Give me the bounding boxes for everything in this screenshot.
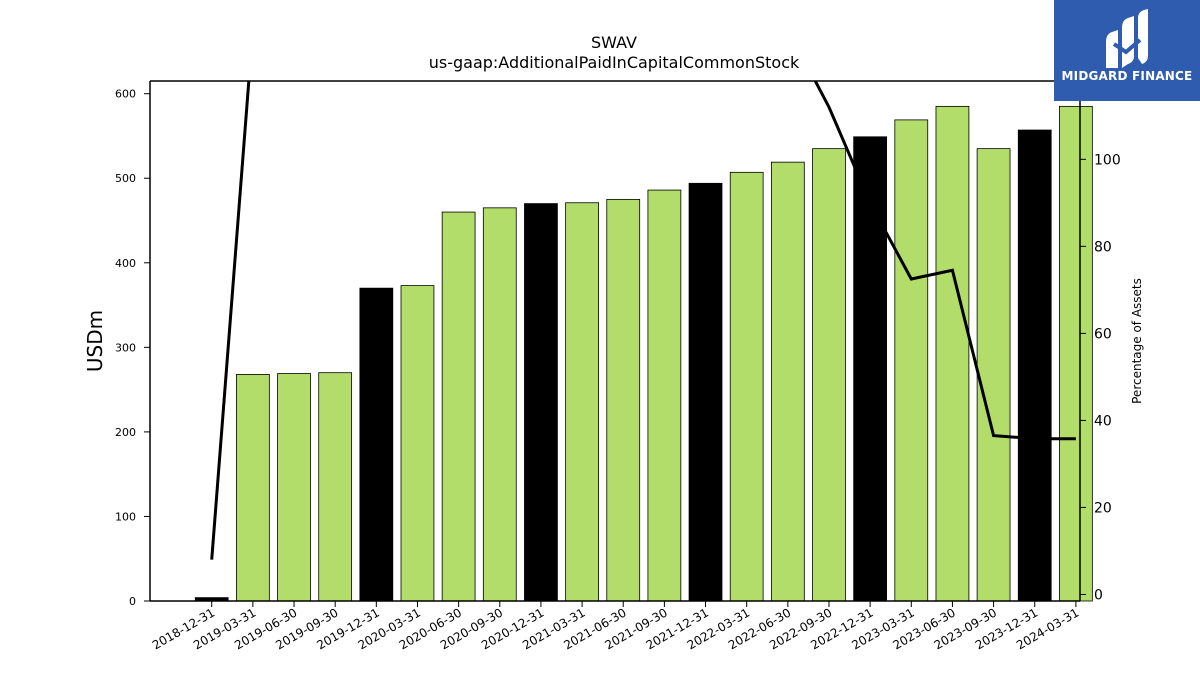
midgard-logo-icon bbox=[1106, 9, 1148, 68]
y2-tick-label: 60 bbox=[1094, 326, 1112, 342]
y-tick-label: 500 bbox=[115, 172, 136, 185]
brand-logo: MIDGARD FINANCE bbox=[1054, 0, 1200, 101]
right-axis-ticks: 0 20 40 60 80 100 bbox=[1080, 152, 1121, 603]
y-tick-label: 0 bbox=[129, 595, 136, 608]
percentage-line-path bbox=[210, 81, 1076, 560]
bar-2021-12-31 bbox=[688, 182, 723, 602]
y2-tick-label: 80 bbox=[1094, 239, 1112, 255]
y2-tick-label: 0 bbox=[1094, 587, 1103, 603]
bar-2023-12-31 bbox=[1017, 129, 1052, 602]
bar-2023-03-31 bbox=[894, 119, 929, 602]
brand-name: MIDGARD FINANCE bbox=[1061, 69, 1193, 83]
y2-axis-label: Percentage of Assets bbox=[1130, 278, 1144, 404]
bar-2022-03-31 bbox=[729, 171, 764, 602]
bar-2024-03-31 bbox=[1059, 105, 1093, 602]
bar-2021-03-31 bbox=[565, 202, 599, 602]
bar-2021-06-30 bbox=[606, 198, 641, 602]
y-tick-label: 400 bbox=[115, 257, 136, 270]
y2-tick-label: 100 bbox=[1094, 152, 1121, 168]
y-tick-label: 200 bbox=[115, 426, 136, 439]
bar-2019-12-31 bbox=[359, 287, 394, 602]
bar-2020-12-31 bbox=[524, 203, 558, 602]
chart-subtitle: us-gaap:AdditionalPaidInCapitalCommonSto… bbox=[429, 53, 800, 72]
y2-tick-label: 40 bbox=[1094, 413, 1112, 429]
y-tick-label: 300 bbox=[115, 341, 136, 354]
y-tick-label: 600 bbox=[115, 88, 136, 101]
bar-2021-09-30 bbox=[647, 189, 682, 602]
y-tick-label: 100 bbox=[115, 510, 136, 523]
bar-2019-06-30 bbox=[277, 373, 311, 602]
chart-title-group: SWAV us-gaap:AdditionalPaidInCapitalComm… bbox=[429, 33, 800, 72]
bar-2022-06-30 bbox=[770, 161, 805, 602]
bar-2020-03-31 bbox=[400, 285, 435, 602]
bar-2020-06-30 bbox=[441, 211, 476, 602]
y2-tick-label: 20 bbox=[1094, 500, 1112, 516]
bar-2019-09-30 bbox=[318, 372, 353, 602]
x-axis-ticks: 2018-12-312019-03-312019-06-302019-09-30… bbox=[150, 601, 1081, 652]
plot-frame bbox=[149, 80, 1081, 602]
y-axis-label: USDm bbox=[83, 310, 107, 372]
bar-2020-09-30 bbox=[482, 207, 517, 602]
bars bbox=[194, 105, 1093, 602]
chart-title: SWAV bbox=[591, 33, 637, 52]
bar-2022-12-31 bbox=[853, 136, 887, 602]
bar-2022-09-30 bbox=[812, 148, 846, 602]
percentage-line bbox=[210, 81, 1076, 560]
bar-2019-03-31 bbox=[236, 373, 270, 602]
left-axis-ticks: 0 100 200 300 400 500 600 bbox=[115, 88, 150, 608]
bar-2023-09-30 bbox=[976, 148, 1011, 602]
bar-2023-06-30 bbox=[935, 105, 970, 602]
